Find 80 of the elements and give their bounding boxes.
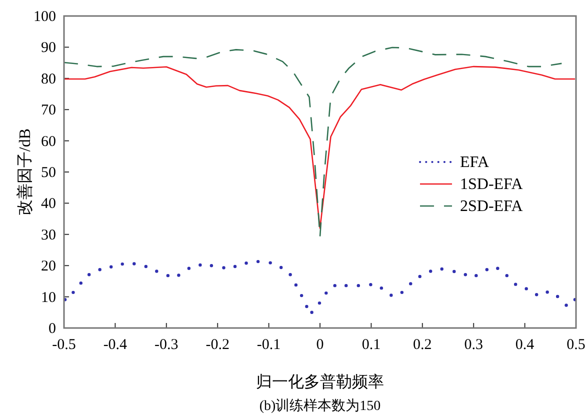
point [524,287,528,290]
point [310,310,314,314]
y-tick-label: 20 [41,258,56,275]
point [305,304,308,308]
point [514,282,518,286]
point [474,274,478,278]
point [546,290,549,294]
point [534,293,538,296]
point [222,266,226,270]
point [356,284,360,288]
y-tick-label: 70 [41,102,56,119]
y-tick-label: 30 [41,227,56,244]
point [166,274,170,278]
x-tick-label: 0.4 [515,337,535,353]
x-tick-label: -0.3 [154,337,178,353]
legend-label: 1SD-EFA [460,176,524,193]
point [409,282,412,286]
x-tick-label: -0.2 [206,337,230,353]
legend-label: EFA [460,154,490,171]
y-tick-label: 60 [41,134,56,150]
point [177,274,180,277]
point [400,290,404,294]
point [556,294,560,298]
point [210,264,214,268]
x-axis-title: 归一化多普勒频率 [256,373,384,391]
point [505,274,508,278]
y-axis-title: 改善因子/dB [16,128,34,216]
point [380,286,384,290]
point [564,304,568,307]
x-tick-label: 0 [316,337,324,353]
y-tick-label: 100 [34,9,56,25]
x-tick-label: 0.2 [413,337,432,353]
x-tick-label: -0.1 [256,337,281,353]
y-tick-label: 0 [48,321,56,337]
x-tick-label: -0.4 [103,337,128,353]
point [440,267,444,271]
point [72,290,75,294]
point [294,283,298,287]
point [452,270,456,274]
point [279,266,283,270]
point [333,284,336,288]
legend-label: 2SD-EFA [460,198,524,215]
point [428,270,432,273]
point [98,268,102,272]
point [244,262,248,265]
point [496,266,500,270]
text: (b)训练样本数为150 [259,398,381,414]
y-tick-label: 80 [41,71,56,88]
line-series [63,46,562,238]
point [155,270,158,273]
point [198,263,202,267]
point [256,260,260,264]
point [288,273,292,276]
point [268,261,272,264]
point [485,268,489,272]
y-tick-label: 50 [41,165,56,181]
point [390,294,393,297]
point [120,262,124,266]
point [464,273,468,276]
x-tick-label: 0.1 [362,337,381,353]
x-tick-label: 0.5 [566,337,586,353]
point [132,262,136,266]
y-tick-label: 40 [41,196,56,212]
line-series [63,66,576,229]
point [144,264,148,268]
point [233,264,237,268]
point [318,301,322,305]
point [87,273,91,276]
y-tick-label: 90 [41,40,56,56]
point [324,291,328,295]
point [187,266,191,270]
point [418,274,422,278]
x-tick-label: -0.5 [52,337,76,353]
point [369,283,372,286]
point [79,281,82,285]
y-tick-label: 10 [41,290,56,306]
point [110,265,113,268]
x-tick-label: 0.3 [464,337,483,353]
point [300,294,304,298]
point [344,284,348,288]
